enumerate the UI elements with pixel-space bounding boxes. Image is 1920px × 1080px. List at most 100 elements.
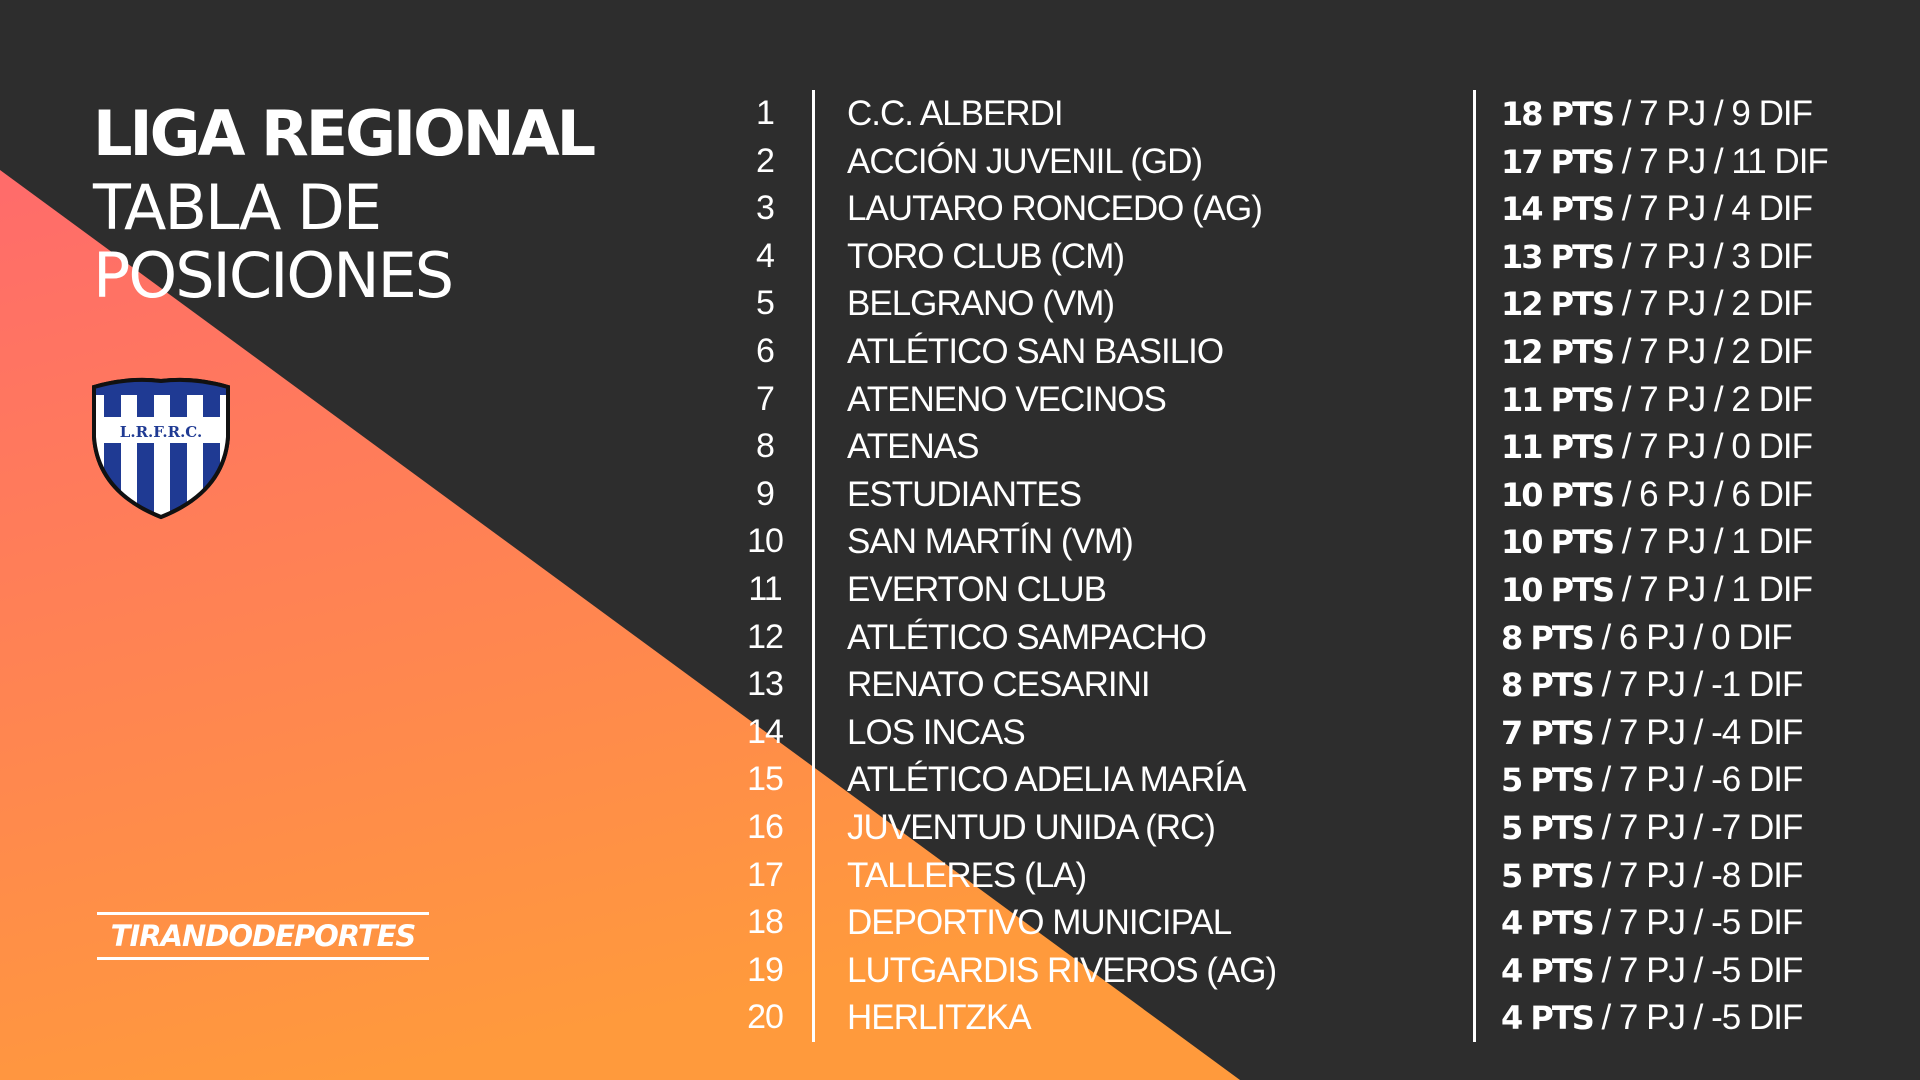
standing-points: 8 PTS (1501, 618, 1595, 657)
standing-position: 14 (747, 712, 784, 751)
stats-column: 18 PTS / 7 PJ / 9 DIF 17 PTS / 7 PJ / 11 … (1473, 90, 1893, 1042)
standing-team-name: ATENENO VECINOS (847, 379, 1167, 419)
standing-stats: 10 PTS / 6 PJ / 6 DIF (1501, 471, 1893, 519)
crest-text: L.R.F.R.C. (120, 423, 202, 441)
standing-points: 5 PTS (1501, 856, 1595, 895)
brand-logo: TIRANDODEPORTES (97, 912, 429, 960)
standing-team-name: RENATO CESARINI (847, 665, 1151, 705)
standing-team-name: C.C. ALBERDI (847, 94, 1064, 133)
standing-position: 15 (747, 760, 784, 799)
standing-played-diff: / 7 PJ / -4 DIF (1592, 712, 1803, 752)
standing-position: 18 (747, 903, 784, 942)
page-title: LIGA REGIONAL (93, 97, 596, 170)
team-column: C.C. ALBERDI ACCIÓN JUVENIL (GD) LAUTARO R… (812, 90, 1432, 1042)
standing-stats: 5 PTS / 7 PJ / -8 DIF (1501, 852, 1893, 900)
standing-played-diff: / 7 PJ / -7 DIF (1592, 807, 1803, 847)
standing-team-name: ATLÉTICO SAN BASILIO (847, 331, 1224, 371)
standing-played-diff: / 7 PJ / 3 DIF (1613, 236, 1813, 276)
standing-played-diff: / 7 PJ / 0 DIF (1613, 427, 1813, 467)
standing-team-name: EVERTON CLUB (847, 569, 1107, 609)
standing-played-diff: / 7 PJ / -1 DIF (1592, 665, 1803, 705)
standing-points: 10 PTS (1501, 523, 1615, 562)
title-block: LIGA REGIONAL TABLA DE POSICIONES (93, 100, 613, 310)
standing-team-name: DEPORTIVO MUNICIPAL (847, 903, 1232, 943)
standing-played-diff: / 7 PJ / -5 DIF (1592, 950, 1803, 990)
standing-stats: 12 PTS / 7 PJ / 2 DIF (1501, 280, 1893, 328)
standing-stats: 4 PTS / 7 PJ / -5 DIF (1501, 947, 1893, 995)
standing-position: 13 (747, 665, 784, 704)
standing-played-diff: / 6 PJ / 0 DIF (1592, 617, 1792, 657)
standing-team-name: ESTUDIANTES (847, 474, 1082, 514)
standing-position: 17 (747, 855, 784, 894)
standing-points: 8 PTS (1501, 666, 1595, 705)
standing-position: 9 (756, 474, 775, 513)
standing-stats: 5 PTS / 7 PJ / -6 DIF (1501, 756, 1893, 804)
standing-played-diff: / 7 PJ / 1 DIF (1613, 522, 1813, 562)
standing-team-name: TALLERES (LA) (847, 855, 1087, 895)
standing-played-diff: / 7 PJ / 2 DIF (1613, 379, 1813, 419)
standing-position: 10 (747, 522, 784, 561)
standing-stats: 10 PTS / 7 PJ / 1 DIF (1501, 518, 1893, 566)
standing-points: 4 PTS (1501, 951, 1595, 990)
standing-points: 4 PTS (1501, 999, 1595, 1038)
standing-played-diff: / 7 PJ / 11 DIF (1613, 141, 1829, 181)
standing-played-diff: / 7 PJ / 2 DIF (1613, 331, 1813, 371)
standing-played-diff: / 7 PJ / -6 DIF (1592, 760, 1803, 800)
standing-points: 4 PTS (1501, 904, 1595, 943)
standing-team-name: HERLITZKA (847, 998, 1032, 1038)
standing-position: 8 (756, 427, 775, 466)
standing-stats: 4 PTS / 7 PJ / -5 DIF (1501, 994, 1893, 1042)
standing-points: 5 PTS (1501, 761, 1595, 800)
standing-team-name: BELGRANO (VM) (847, 284, 1115, 324)
standing-played-diff: / 7 PJ / -5 DIF (1592, 903, 1803, 943)
standing-played-diff: / 6 PJ / 6 DIF (1613, 474, 1813, 514)
standing-stats: 17 PTS / 7 PJ / 11 DIF (1501, 138, 1893, 186)
standing-position: 19 (747, 950, 784, 989)
standing-stats: 13 PTS / 7 PJ / 3 DIF (1501, 233, 1893, 281)
standing-stats: 10 PTS / 7 PJ / 1 DIF (1501, 566, 1893, 614)
standing-points: 18 PTS (1501, 95, 1615, 133)
standing-points: 17 PTS (1501, 142, 1615, 181)
standing-played-diff: / 7 PJ / -8 DIF (1592, 855, 1803, 895)
standing-points: 10 PTS (1501, 475, 1615, 514)
standing-position: 2 (756, 141, 775, 180)
standing-position: 1 (756, 94, 775, 132)
standing-stats: 8 PTS / 6 PJ / 0 DIF (1501, 614, 1893, 662)
standing-stats: 11 PTS / 7 PJ / 0 DIF (1501, 423, 1893, 471)
standing-stats: 7 PTS / 7 PJ / -4 DIF (1501, 709, 1893, 757)
standing-team-name: LOS INCAS (847, 712, 1026, 752)
standing-position: 3 (756, 189, 775, 228)
standing-position: 4 (756, 236, 775, 275)
standing-team-name: LAUTARO RONCEDO (AG) (847, 189, 1263, 229)
standing-points: 7 PTS (1501, 713, 1595, 752)
standing-stats: 5 PTS / 7 PJ / -7 DIF (1501, 804, 1893, 852)
standing-stats: 11 PTS / 7 PJ / 2 DIF (1501, 376, 1893, 424)
league-crest-logo: L.R.F.R.C. (92, 377, 230, 520)
standing-team-name: SAN MARTÍN (VM) (847, 522, 1134, 562)
standing-played-diff: / 7 PJ / 9 DIF (1613, 94, 1813, 133)
standing-stats: 4 PTS / 7 PJ / -5 DIF (1501, 899, 1893, 947)
standing-points: 11 PTS (1501, 380, 1615, 419)
standing-position: 11 (748, 569, 782, 608)
standing-team-name: JUVENTUD UNIDA (RC) (847, 807, 1216, 847)
standing-points: 11 PTS (1501, 428, 1615, 467)
standing-played-diff: / 7 PJ / 4 DIF (1613, 189, 1813, 229)
standing-position: 20 (747, 998, 784, 1037)
page-subtitle: TABLA DE POSICIONES (93, 171, 454, 312)
standing-team-name: ATLÉTICO SAMPACHO (847, 617, 1207, 657)
standing-position: 7 (756, 379, 775, 418)
standing-position: 16 (747, 807, 784, 846)
standing-points: 10 PTS (1501, 570, 1615, 609)
standing-points: 5 PTS (1501, 808, 1595, 847)
standing-played-diff: / 7 PJ / 2 DIF (1613, 284, 1813, 324)
standing-points: 12 PTS (1501, 285, 1615, 324)
standing-position: 6 (756, 331, 775, 370)
standing-team-name: ATENAS (847, 427, 979, 467)
position-column: 1 2 3 4 5 6 7 8 9 10 11 12 13 14 15 16 17 18 19 20 (720, 90, 810, 1042)
standing-team-name: ACCIÓN JUVENIL (GD) (847, 141, 1203, 181)
standing-team-name: LUTGARDIS RIVEROS (AG) (847, 950, 1277, 990)
standing-stats: 14 PTS / 7 PJ / 4 DIF (1501, 185, 1893, 233)
standing-points: 12 PTS (1501, 332, 1615, 371)
brand-text: TIRANDODEPORTES (110, 919, 417, 953)
